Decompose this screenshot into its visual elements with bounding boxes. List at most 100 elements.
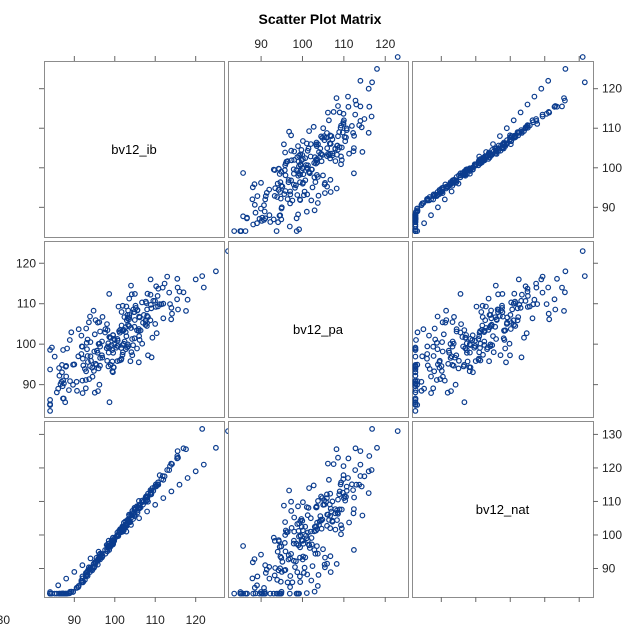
data-point: [115, 533, 122, 539]
data-point: [338, 153, 344, 160]
data-point: [251, 556, 258, 562]
data-point: [531, 93, 538, 100]
data-point: [273, 228, 280, 235]
data-point: [306, 169, 313, 176]
data-point: [394, 54, 401, 60]
data-point: [308, 577, 315, 584]
data-point: [160, 476, 167, 483]
data-point: [490, 333, 496, 340]
variable-label-bv12_pa: bv12_pa: [293, 322, 344, 337]
cell-bv12_pa-vs-bv12_nat: [412, 241, 594, 418]
data-point: [199, 426, 206, 432]
data-point: [439, 348, 446, 355]
data-point: [84, 346, 90, 353]
data-point: [300, 499, 306, 506]
data-point: [414, 205, 421, 212]
data-point: [85, 319, 92, 326]
data-point: [412, 387, 419, 394]
data-point: [361, 473, 368, 480]
data-point: [413, 337, 419, 343]
data-point: [119, 525, 126, 532]
data-point: [131, 335, 138, 342]
data-point: [286, 223, 293, 230]
data-point: [251, 584, 258, 591]
data-point: [75, 326, 82, 333]
data-point: [333, 561, 340, 567]
data-point: [327, 189, 334, 195]
data-point: [93, 362, 100, 368]
data-point: [324, 495, 330, 502]
data-point: [78, 351, 85, 357]
data-point: [251, 181, 258, 188]
data-point: [302, 155, 309, 162]
data-point: [487, 341, 494, 348]
data-point: [258, 179, 264, 186]
data-point: [359, 512, 366, 519]
data-point: [184, 475, 191, 481]
data-point: [366, 103, 373, 110]
data-point: [426, 332, 432, 339]
data-point: [492, 282, 499, 289]
data-point: [345, 93, 351, 100]
data-point: [452, 381, 459, 388]
data-point: [345, 103, 352, 110]
data-point: [334, 142, 340, 149]
data-point: [192, 276, 199, 283]
data-point: [434, 313, 441, 320]
data-point: [161, 280, 168, 287]
data-point: [293, 228, 300, 235]
data-point: [96, 340, 103, 347]
data-point: [289, 579, 296, 586]
data-point: [523, 330, 530, 337]
data-point: [251, 201, 258, 208]
data-point: [521, 334, 527, 341]
data-point: [434, 346, 441, 353]
data-point: [345, 455, 352, 462]
data-point: [119, 302, 126, 309]
data-point: [512, 134, 518, 141]
data-point: [562, 268, 569, 275]
data-point: [297, 197, 304, 204]
tick-label: 120: [375, 37, 395, 51]
data-point: [67, 588, 73, 595]
data-point: [212, 444, 219, 451]
data-point: [475, 356, 482, 363]
data-point: [352, 111, 359, 118]
data-point: [324, 134, 330, 141]
data-point: [295, 158, 302, 165]
data-point: [554, 103, 560, 110]
data-point: [326, 476, 332, 483]
data-point: [539, 273, 546, 280]
data-point: [326, 140, 333, 147]
data-point: [338, 531, 344, 538]
data-point: [144, 306, 151, 313]
data-point: [126, 312, 133, 318]
data-point: [428, 196, 435, 203]
data-point: [256, 590, 263, 597]
data-point: [325, 460, 331, 467]
data-point: [293, 590, 300, 597]
data-point: [136, 337, 143, 343]
data-point: [91, 348, 98, 355]
data-point: [89, 364, 96, 371]
data-point: [487, 343, 494, 350]
data-point: [476, 329, 483, 336]
data-point: [317, 145, 324, 152]
data-point: [352, 445, 359, 452]
data-point: [351, 547, 357, 553]
data-point: [510, 117, 517, 124]
data-point: [149, 334, 156, 341]
data-point: [199, 273, 206, 280]
data-point: [91, 564, 98, 570]
data-point: [53, 590, 60, 597]
data-point: [131, 291, 138, 297]
data-point: [326, 117, 332, 124]
data-point: [79, 575, 86, 582]
data-point: [252, 209, 259, 216]
data-point: [324, 491, 330, 498]
data-point: [59, 590, 66, 597]
data-point: [351, 170, 357, 177]
data-point: [47, 402, 53, 408]
data-point: [231, 228, 238, 235]
matrix-cells: bv12_ib bv12_pa bv12_nat: [44, 54, 594, 598]
